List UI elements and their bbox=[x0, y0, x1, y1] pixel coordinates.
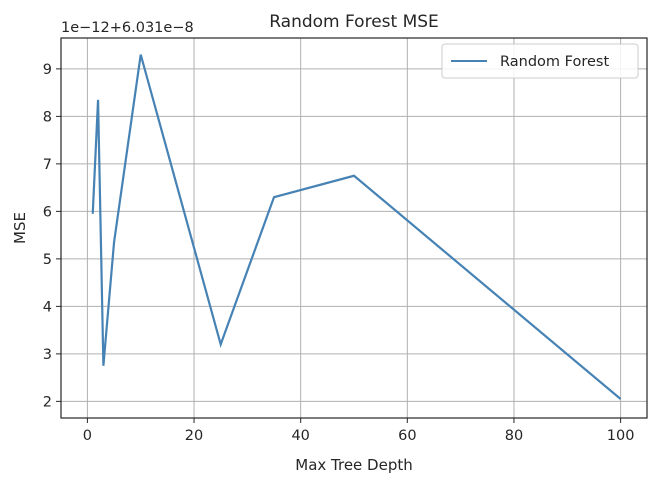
y-tick-label: 5 bbox=[43, 252, 52, 268]
legend: Random Forest bbox=[441, 43, 639, 79]
legend-label: Random Forest bbox=[500, 54, 609, 70]
y-tick-label: 6 bbox=[43, 204, 52, 220]
y-tick-label: 3 bbox=[43, 347, 52, 363]
x-tick-label: 80 bbox=[505, 428, 523, 444]
y-tick-label: 8 bbox=[43, 109, 52, 125]
x-tick-label: 40 bbox=[291, 428, 309, 444]
axes-frame bbox=[60, 37, 648, 419]
y-tick-label: 9 bbox=[43, 62, 52, 78]
y-offset-text: 1e−12+6.031e−8 bbox=[61, 20, 194, 36]
series-layer bbox=[91, 54, 622, 400]
x-tick-label: 20 bbox=[185, 428, 203, 444]
x-tick-label: 60 bbox=[398, 428, 416, 444]
grid bbox=[61, 38, 647, 418]
x-tick-label: 0 bbox=[83, 428, 92, 444]
y-tick-label: 4 bbox=[43, 299, 52, 315]
legend-box bbox=[441, 43, 639, 79]
ticks: 0 20 40 60 80 100 2 3 4 5 6 7 8 9 bbox=[43, 62, 635, 444]
y-tick-label: 7 bbox=[43, 157, 52, 173]
y-tick-label: 2 bbox=[43, 394, 52, 410]
x-axis-label: Max Tree Depth bbox=[295, 456, 413, 474]
series-line bbox=[91, 54, 622, 400]
x-tick-label: 100 bbox=[607, 428, 635, 444]
chart-title: Random Forest MSE bbox=[269, 12, 439, 32]
y-axis-label: MSE bbox=[11, 212, 29, 244]
